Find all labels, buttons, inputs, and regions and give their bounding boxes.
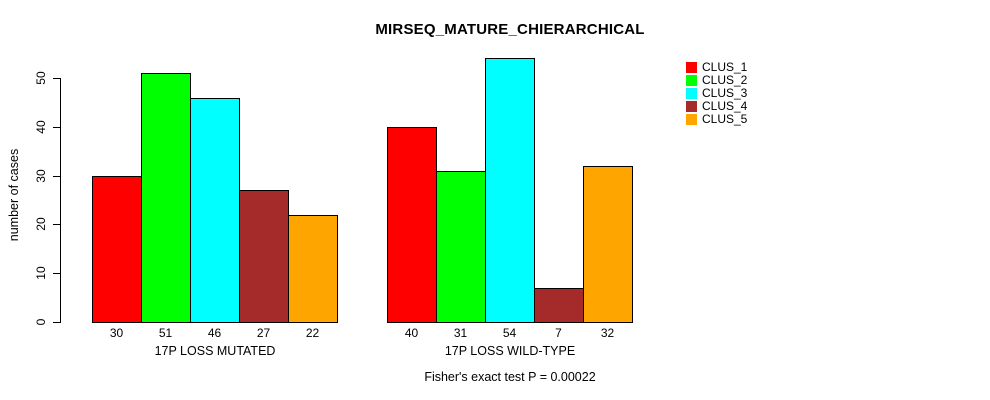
bar-clus_2 (436, 171, 486, 323)
legend-item-clus-4: CLUS_4 (686, 100, 747, 113)
bar-value-label: 22 (305, 326, 320, 340)
y-tick-label: 10 (34, 266, 48, 280)
bar-clus_3 (485, 58, 535, 323)
legend-swatch-clus-4 (686, 101, 697, 112)
chart-title: MIRSEQ_MATURE_CHIERARCHICAL (375, 21, 645, 38)
legend-swatch-clus-5 (686, 114, 697, 125)
bar-clus_3 (190, 98, 240, 323)
y-tick-label: 50 (34, 71, 48, 85)
legend-label: CLUS_1 (702, 60, 748, 74)
group-label-mutated: 17P LOSS MUTATED (154, 344, 276, 358)
bar-value-label: 51 (158, 326, 173, 340)
bar-clus_4 (239, 190, 289, 323)
legend-item-clus-5: CLUS_5 (686, 113, 747, 126)
bar-clus_2 (141, 73, 191, 323)
legend-swatch-clus-2 (686, 75, 697, 86)
bar-value-label: 40 (404, 326, 419, 340)
bar-clus_1 (387, 127, 437, 323)
legend-label: CLUS_3 (702, 86, 748, 100)
bar-value-label: 7 (555, 326, 562, 340)
y-tick (53, 322, 60, 323)
y-tick (53, 176, 60, 177)
group-label-wild-type: 17P LOSS WILD-TYPE (444, 344, 576, 358)
bar-value-label: 46 (207, 326, 222, 340)
y-tick (53, 224, 60, 225)
legend-label: CLUS_2 (702, 73, 748, 87)
legend-swatch-clus-1 (686, 62, 697, 73)
y-tick-label: 40 (34, 120, 48, 134)
legend-item-clus-2: CLUS_2 (686, 74, 747, 87)
bar-clus_5 (288, 215, 338, 323)
y-axis-label: number of cases (7, 148, 21, 242)
bar-clus_5 (583, 166, 633, 323)
bar-value-label: 31 (453, 326, 468, 340)
legend: CLUS_1 CLUS_2 CLUS_3 CLUS_4 CLUS_5 (686, 61, 747, 126)
bar-value-label: 32 (600, 326, 615, 340)
bar-clus_4 (534, 288, 584, 323)
legend-label: CLUS_4 (702, 99, 748, 113)
legend-item-clus-1: CLUS_1 (686, 61, 747, 74)
bar-value-label: 27 (256, 326, 271, 340)
legend-swatch-clus-3 (686, 88, 697, 99)
y-tick (53, 78, 60, 79)
bar-value-label: 30 (109, 326, 124, 340)
fisher-test-footnote: Fisher's exact test P = 0.00022 (424, 370, 596, 384)
y-tick (53, 273, 60, 274)
legend-item-clus-3: CLUS_3 (686, 87, 747, 100)
y-tick-label: 20 (34, 217, 48, 231)
y-tick-label: 30 (34, 169, 48, 183)
legend-label: CLUS_5 (702, 112, 748, 126)
y-axis (60, 78, 61, 323)
bar-value-label: 54 (502, 326, 517, 340)
bar-clus_1 (92, 176, 142, 323)
y-tick-label: 0 (34, 318, 48, 326)
y-tick (53, 127, 60, 128)
